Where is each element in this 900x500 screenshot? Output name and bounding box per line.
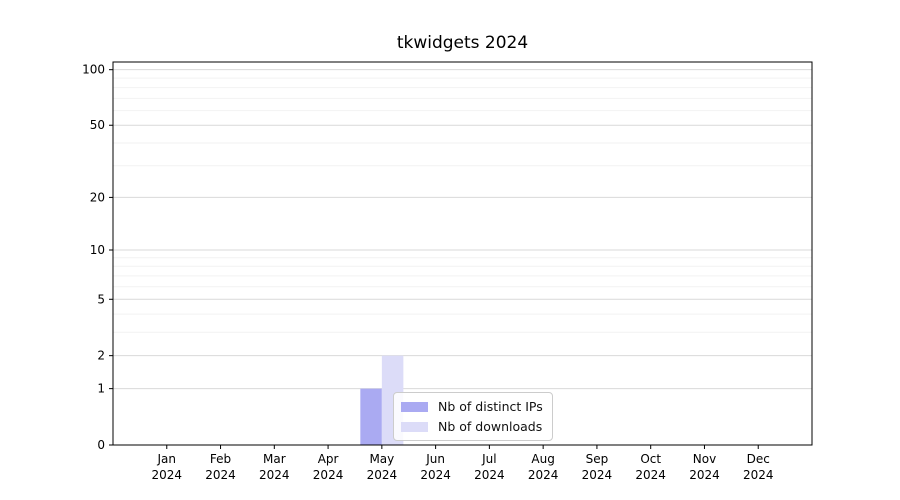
x-tick-label-year: 2024 xyxy=(259,468,290,482)
y-tick-label: 0 xyxy=(97,438,105,452)
x-tick-label-year: 2024 xyxy=(474,468,505,482)
legend-label-downloads: Nb of downloads xyxy=(438,419,543,434)
y-tick-label: 10 xyxy=(90,243,105,257)
x-tick-label-month: Aug xyxy=(531,452,554,466)
y-tick-label: 100 xyxy=(82,63,105,77)
x-tick-label-year: 2024 xyxy=(635,468,666,482)
chart-title: tkwidgets 2024 xyxy=(396,33,529,53)
x-tick-label-year: 2024 xyxy=(743,468,774,482)
y-tick-label: 50 xyxy=(90,118,105,132)
x-tick-label-year: 2024 xyxy=(367,468,398,482)
x-tick-label-year: 2024 xyxy=(151,468,182,482)
y-tick-label: 5 xyxy=(97,292,105,306)
x-tick-label-month: Jun xyxy=(425,452,445,466)
plot-border xyxy=(112,61,813,446)
x-tick-label-month: Apr xyxy=(318,452,339,466)
x-tick-label-month: Jul xyxy=(481,452,496,466)
x-tick-label-year: 2024 xyxy=(528,468,559,482)
y-tick-label: 20 xyxy=(90,190,105,204)
x-tick-label-month: May xyxy=(369,452,394,466)
x-tick-label-month: Oct xyxy=(640,452,661,466)
legend-swatch-downloads xyxy=(401,421,428,432)
x-tick-label-year: 2024 xyxy=(582,468,613,482)
x-tick-label-year: 2024 xyxy=(313,468,344,482)
bar-may-series0 xyxy=(360,388,382,445)
x-tick-label-month: Feb xyxy=(210,452,231,466)
legend-item-downloads: Nb of downloads xyxy=(401,419,543,434)
x-tick-label-month: Dec xyxy=(747,452,770,466)
legend-swatch-distinct-ips xyxy=(401,401,428,412)
x-tick-label-month: Sep xyxy=(586,452,609,466)
legend: Nb of distinct IPs Nb of downloads xyxy=(393,392,553,441)
x-tick-label-year: 2024 xyxy=(205,468,236,482)
legend-label-distinct-ips: Nb of distinct IPs xyxy=(438,399,543,414)
y-tick-label: 2 xyxy=(97,349,105,363)
x-tick-label-month: Mar xyxy=(263,452,286,466)
y-tick-label: 1 xyxy=(97,382,105,396)
legend-item-distinct-ips: Nb of distinct IPs xyxy=(401,399,543,414)
x-tick-label-month: Jan xyxy=(157,452,177,466)
x-tick-label-year: 2024 xyxy=(689,468,720,482)
x-tick-label-year: 2024 xyxy=(420,468,451,482)
x-tick-label-month: Nov xyxy=(693,452,716,466)
